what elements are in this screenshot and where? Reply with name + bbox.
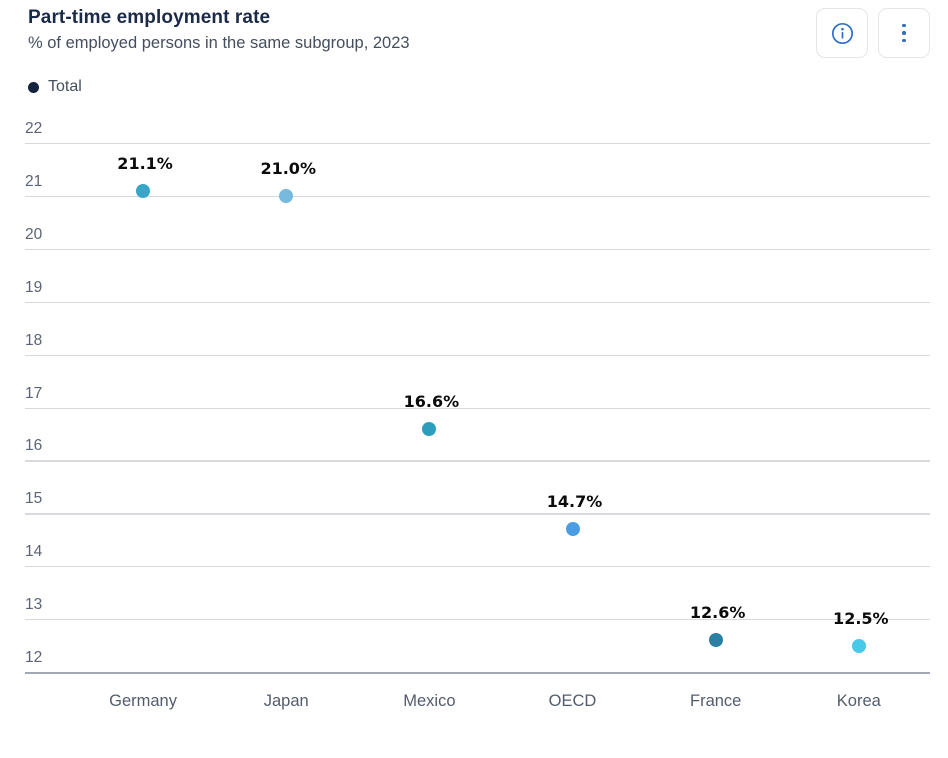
info-button[interactable]	[816, 8, 868, 58]
y-axis-tick-label: 19	[25, 278, 43, 296]
data-label-oecd: 14.7%	[546, 492, 603, 512]
data-point-mexico[interactable]	[422, 421, 437, 436]
gridline-12	[25, 672, 930, 674]
x-axis-label-france: France	[689, 692, 742, 710]
data-label-korea: 12.5%	[833, 608, 889, 628]
data-label-france: 12.6%	[689, 603, 746, 623]
menu-button[interactable]	[878, 8, 930, 58]
page-title: Part-time employment rate	[28, 7, 271, 28]
data-point-france[interactable]	[708, 633, 723, 648]
y-axis-tick-label: 20	[25, 225, 43, 243]
x-axis-label-oecd: OECD	[548, 692, 597, 710]
gridline-17	[25, 407, 930, 409]
data-label-japan: 21.0%	[260, 158, 316, 178]
gridline-15	[25, 513, 930, 515]
x-axis-label-korea: Korea	[836, 692, 881, 710]
legend-label: Total	[48, 78, 82, 95]
y-axis-tick-label: 14	[25, 543, 43, 561]
y-axis-tick-label: 13	[25, 596, 43, 614]
x-axis-label-germany: Germany	[109, 692, 177, 710]
info-icon	[829, 20, 856, 47]
legend-dot-icon	[28, 81, 39, 93]
y-axis-tick-label: 17	[25, 384, 43, 402]
y-axis-tick-label: 18	[25, 331, 43, 349]
y-axis-tick-label: 15	[25, 490, 43, 508]
y-axis-tick-label: 21	[25, 172, 43, 190]
x-axis-label-japan: Japan	[263, 692, 309, 710]
data-point-korea[interactable]	[851, 638, 866, 653]
gridline-13	[25, 619, 930, 621]
y-axis-tick-label: 12	[25, 649, 43, 666]
data-label-germany: 21.1%	[117, 153, 173, 173]
page-subtitle: % of employed persons in the same subgro…	[28, 34, 410, 52]
data-label-mexico: 16.6%	[403, 391, 460, 411]
chart-legend[interactable]: Total	[28, 78, 82, 96]
gridline-22	[25, 143, 930, 145]
y-axis-tick-label: 22	[25, 120, 43, 137]
kebab-menu-icon	[902, 23, 906, 43]
gridline-21	[25, 195, 930, 198]
gridline-14	[25, 566, 930, 568]
gridline-19	[25, 301, 930, 303]
data-point-germany[interactable]	[136, 183, 151, 198]
data-point-oecd[interactable]	[565, 522, 580, 537]
gridline-20	[25, 248, 930, 251]
data-point-japan[interactable]	[279, 188, 294, 203]
gridline-16	[25, 460, 930, 462]
gridline-18	[25, 354, 930, 356]
y-axis-tick-label: 16	[25, 437, 43, 455]
x-axis-label-mexico: Mexico	[403, 692, 456, 710]
chart-toolbar	[816, 8, 930, 58]
